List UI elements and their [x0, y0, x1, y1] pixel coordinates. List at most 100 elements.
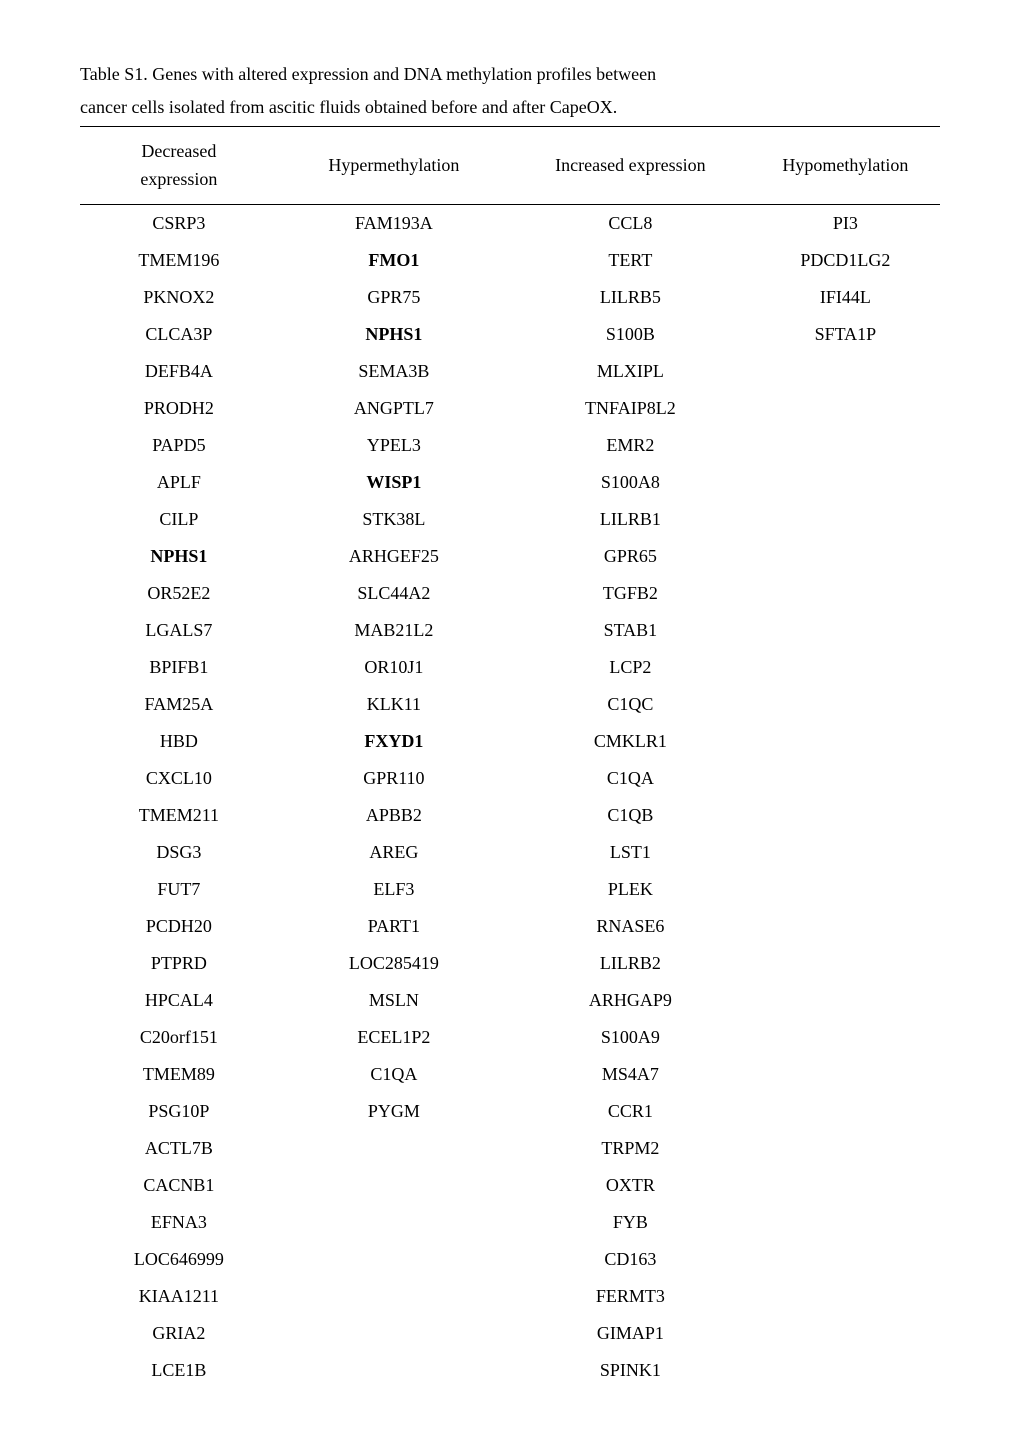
cell-increased-expression: LILRB5: [510, 279, 751, 316]
caption-line-1: Table S1. Genes with altered expression …: [80, 60, 940, 89]
header-col-1-line-2: expression: [140, 169, 217, 189]
header-col-2: Hypermethylation: [278, 126, 510, 205]
table-row: TMEM89C1QAMS4A7: [80, 1056, 940, 1093]
cell-hypermethylation: OR10J1: [278, 649, 510, 686]
cell-hypomethylation: [751, 908, 940, 945]
cell-hypermethylation: APBB2: [278, 797, 510, 834]
cell-hypermethylation: PART1: [278, 908, 510, 945]
cell-hypermethylation: LOC285419: [278, 945, 510, 982]
cell-decreased-expression: PSG10P: [80, 1093, 278, 1130]
cell-increased-expression: GPR65: [510, 538, 751, 575]
table-row: OR52E2SLC44A2TGFB2: [80, 575, 940, 612]
cell-decreased-expression: DSG3: [80, 834, 278, 871]
cell-increased-expression: S100A8: [510, 464, 751, 501]
table-row: CLCA3PNPHS1S100BSFTA1P: [80, 316, 940, 353]
cell-hypermethylation: NPHS1: [278, 316, 510, 353]
table-row: ACTL7BTRPM2: [80, 1130, 940, 1167]
cell-decreased-expression: PAPD5: [80, 427, 278, 464]
cell-hypomethylation: [751, 575, 940, 612]
header-col-1-line-1: Decreased: [141, 141, 216, 161]
cell-increased-expression: S100A9: [510, 1019, 751, 1056]
table-row: KIAA1211FERMT3: [80, 1278, 940, 1315]
table-row: PAPD5YPEL3EMR2: [80, 427, 940, 464]
cell-hypomethylation: [751, 1204, 940, 1241]
cell-increased-expression: TRPM2: [510, 1130, 751, 1167]
cell-hypermethylation: KLK11: [278, 686, 510, 723]
table-row: LOC646999CD163: [80, 1241, 940, 1278]
cell-hypermethylation: FMO1: [278, 242, 510, 279]
table-row: BPIFB1OR10J1LCP2: [80, 649, 940, 686]
table-row: TMEM196FMO1TERTPDCD1LG2: [80, 242, 940, 279]
cell-increased-expression: CCR1: [510, 1093, 751, 1130]
cell-hypomethylation: [751, 1278, 940, 1315]
cell-hypermethylation: ARHGEF25: [278, 538, 510, 575]
cell-hypomethylation: [751, 1315, 940, 1352]
caption-line-2: cancer cells isolated from ascitic fluid…: [80, 93, 940, 122]
cell-hypermethylation: ELF3: [278, 871, 510, 908]
cell-hypermethylation: STK38L: [278, 501, 510, 538]
cell-hypermethylation: AREG: [278, 834, 510, 871]
cell-increased-expression: LCP2: [510, 649, 751, 686]
cell-decreased-expression: APLF: [80, 464, 278, 501]
cell-hypermethylation: GPR110: [278, 760, 510, 797]
table-row: APLFWISP1S100A8: [80, 464, 940, 501]
cell-increased-expression: CCL8: [510, 205, 751, 243]
cell-increased-expression: S100B: [510, 316, 751, 353]
cell-hypomethylation: [751, 1352, 940, 1389]
cell-hypomethylation: [751, 1019, 940, 1056]
cell-hypermethylation: MSLN: [278, 982, 510, 1019]
header-col-1: Decreased expression: [80, 126, 278, 205]
cell-hypomethylation: PDCD1LG2: [751, 242, 940, 279]
header-col-4: Hypomethylation: [751, 126, 940, 205]
cell-decreased-expression: TMEM211: [80, 797, 278, 834]
cell-decreased-expression: CSRP3: [80, 205, 278, 243]
cell-hypomethylation: [751, 1056, 940, 1093]
cell-hypomethylation: [751, 797, 940, 834]
cell-increased-expression: C1QB: [510, 797, 751, 834]
cell-hypermethylation: C1QA: [278, 1056, 510, 1093]
table-row: PRODH2ANGPTL7TNFAIP8L2: [80, 390, 940, 427]
cell-decreased-expression: PKNOX2: [80, 279, 278, 316]
cell-increased-expression: PLEK: [510, 871, 751, 908]
cell-increased-expression: LST1: [510, 834, 751, 871]
cell-hypomethylation: [751, 1167, 940, 1204]
table-row: PTPRDLOC285419LILRB2: [80, 945, 940, 982]
cell-hypomethylation: [751, 723, 940, 760]
cell-hypomethylation: [751, 871, 940, 908]
table-row: CXCL10GPR110C1QA: [80, 760, 940, 797]
cell-hypomethylation: [751, 464, 940, 501]
cell-decreased-expression: PCDH20: [80, 908, 278, 945]
table-row: NPHS1ARHGEF25GPR65: [80, 538, 940, 575]
cell-increased-expression: CD163: [510, 1241, 751, 1278]
table-row: DSG3AREGLST1: [80, 834, 940, 871]
header-col-3: Increased expression: [510, 126, 751, 205]
table-row: C20orf151ECEL1P2S100A9: [80, 1019, 940, 1056]
table-row: GRIA2GIMAP1: [80, 1315, 940, 1352]
cell-hypomethylation: [751, 501, 940, 538]
cell-hypermethylation: GPR75: [278, 279, 510, 316]
cell-hypomethylation: [751, 686, 940, 723]
cell-increased-expression: SPINK1: [510, 1352, 751, 1389]
table-row: LCE1BSPINK1: [80, 1352, 940, 1389]
cell-increased-expression: C1QC: [510, 686, 751, 723]
cell-hypermethylation: [278, 1278, 510, 1315]
table-body: CSRP3FAM193ACCL8PI3TMEM196FMO1TERTPDCD1L…: [80, 205, 940, 1390]
cell-increased-expression: ARHGAP9: [510, 982, 751, 1019]
cell-decreased-expression: EFNA3: [80, 1204, 278, 1241]
table-row: PSG10PPYGMCCR1: [80, 1093, 940, 1130]
cell-hypermethylation: [278, 1352, 510, 1389]
cell-hypomethylation: [751, 538, 940, 575]
cell-hypermethylation: ANGPTL7: [278, 390, 510, 427]
cell-hypermethylation: [278, 1204, 510, 1241]
cell-increased-expression: C1QA: [510, 760, 751, 797]
cell-increased-expression: GIMAP1: [510, 1315, 751, 1352]
cell-decreased-expression: BPIFB1: [80, 649, 278, 686]
cell-decreased-expression: HBD: [80, 723, 278, 760]
cell-hypomethylation: [751, 1241, 940, 1278]
cell-hypomethylation: [751, 649, 940, 686]
cell-hypermethylation: [278, 1130, 510, 1167]
cell-hypomethylation: SFTA1P: [751, 316, 940, 353]
cell-hypomethylation: [751, 945, 940, 982]
cell-hypermethylation: [278, 1167, 510, 1204]
cell-increased-expression: LILRB1: [510, 501, 751, 538]
